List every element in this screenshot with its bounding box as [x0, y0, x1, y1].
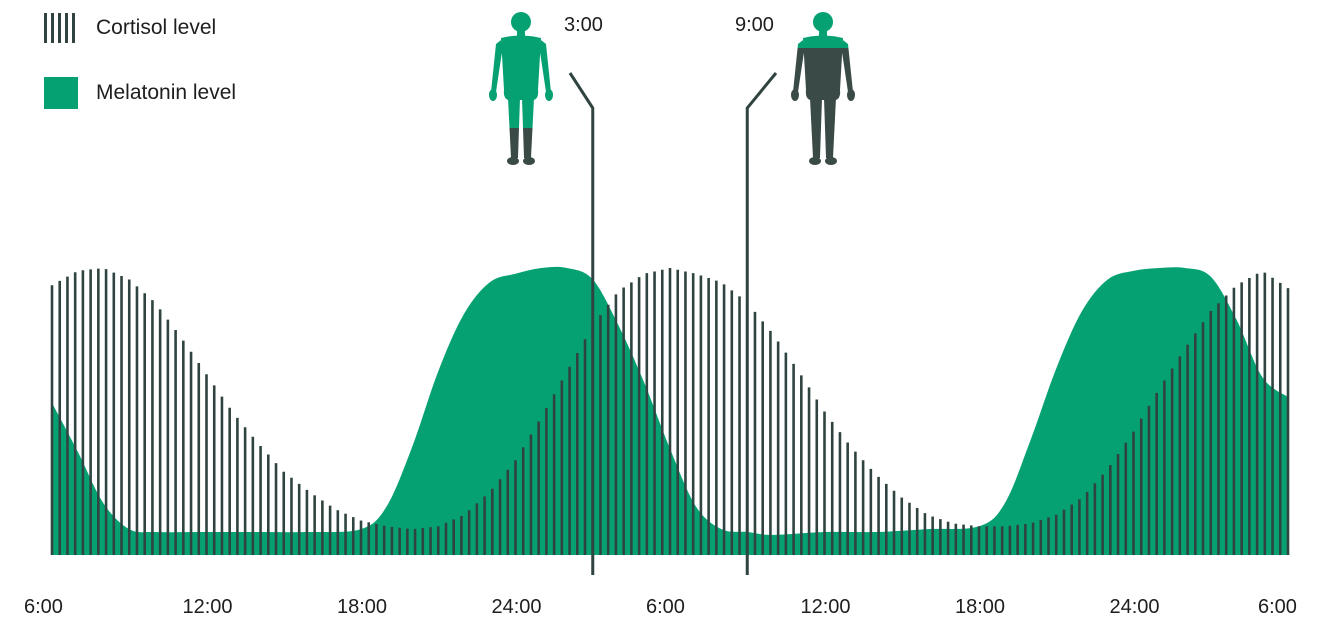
- marker-label-9am: 9:00: [735, 14, 774, 36]
- x-tick-label: 6:00: [24, 596, 63, 618]
- x-tick-label: 6:00: [646, 596, 685, 618]
- legend-label-melatonin: Melatonin level: [96, 81, 237, 104]
- body-figure-9am-lower: [791, 48, 855, 165]
- marker-line-9am: [745, 72, 778, 575]
- x-tick-label: 12:00: [800, 596, 851, 618]
- marker-line-3am: [568, 72, 595, 575]
- x-tick-label: 18:00: [337, 596, 388, 618]
- legend-melatonin: Melatonin level: [44, 77, 236, 109]
- legend-swatch-melatonin: [44, 77, 78, 109]
- legend-cortisol: Cortisol level: [44, 13, 216, 43]
- body-figure-3am-upper: [489, 12, 553, 128]
- body-figures: [489, 12, 855, 165]
- cortisol-series: [50, 268, 1290, 555]
- body-figure-3am-lower: [489, 128, 553, 165]
- time-markers: [568, 72, 778, 575]
- x-tick-label: 24:00: [491, 596, 542, 618]
- body-figure-3am: [489, 12, 553, 165]
- x-tick-label: 12:00: [182, 596, 233, 618]
- x-tick-label: 18:00: [955, 596, 1006, 618]
- legend-label-cortisol: Cortisol level: [96, 16, 217, 39]
- legend-swatch-cortisol: [44, 13, 78, 43]
- x-tick-label: 6:00: [1258, 596, 1297, 618]
- marker-label-3am: 3:00: [564, 14, 603, 36]
- body-figure-9am: [791, 12, 855, 165]
- x-tick-label: 24:00: [1109, 596, 1160, 618]
- body-figure-9am-upper: [791, 12, 855, 48]
